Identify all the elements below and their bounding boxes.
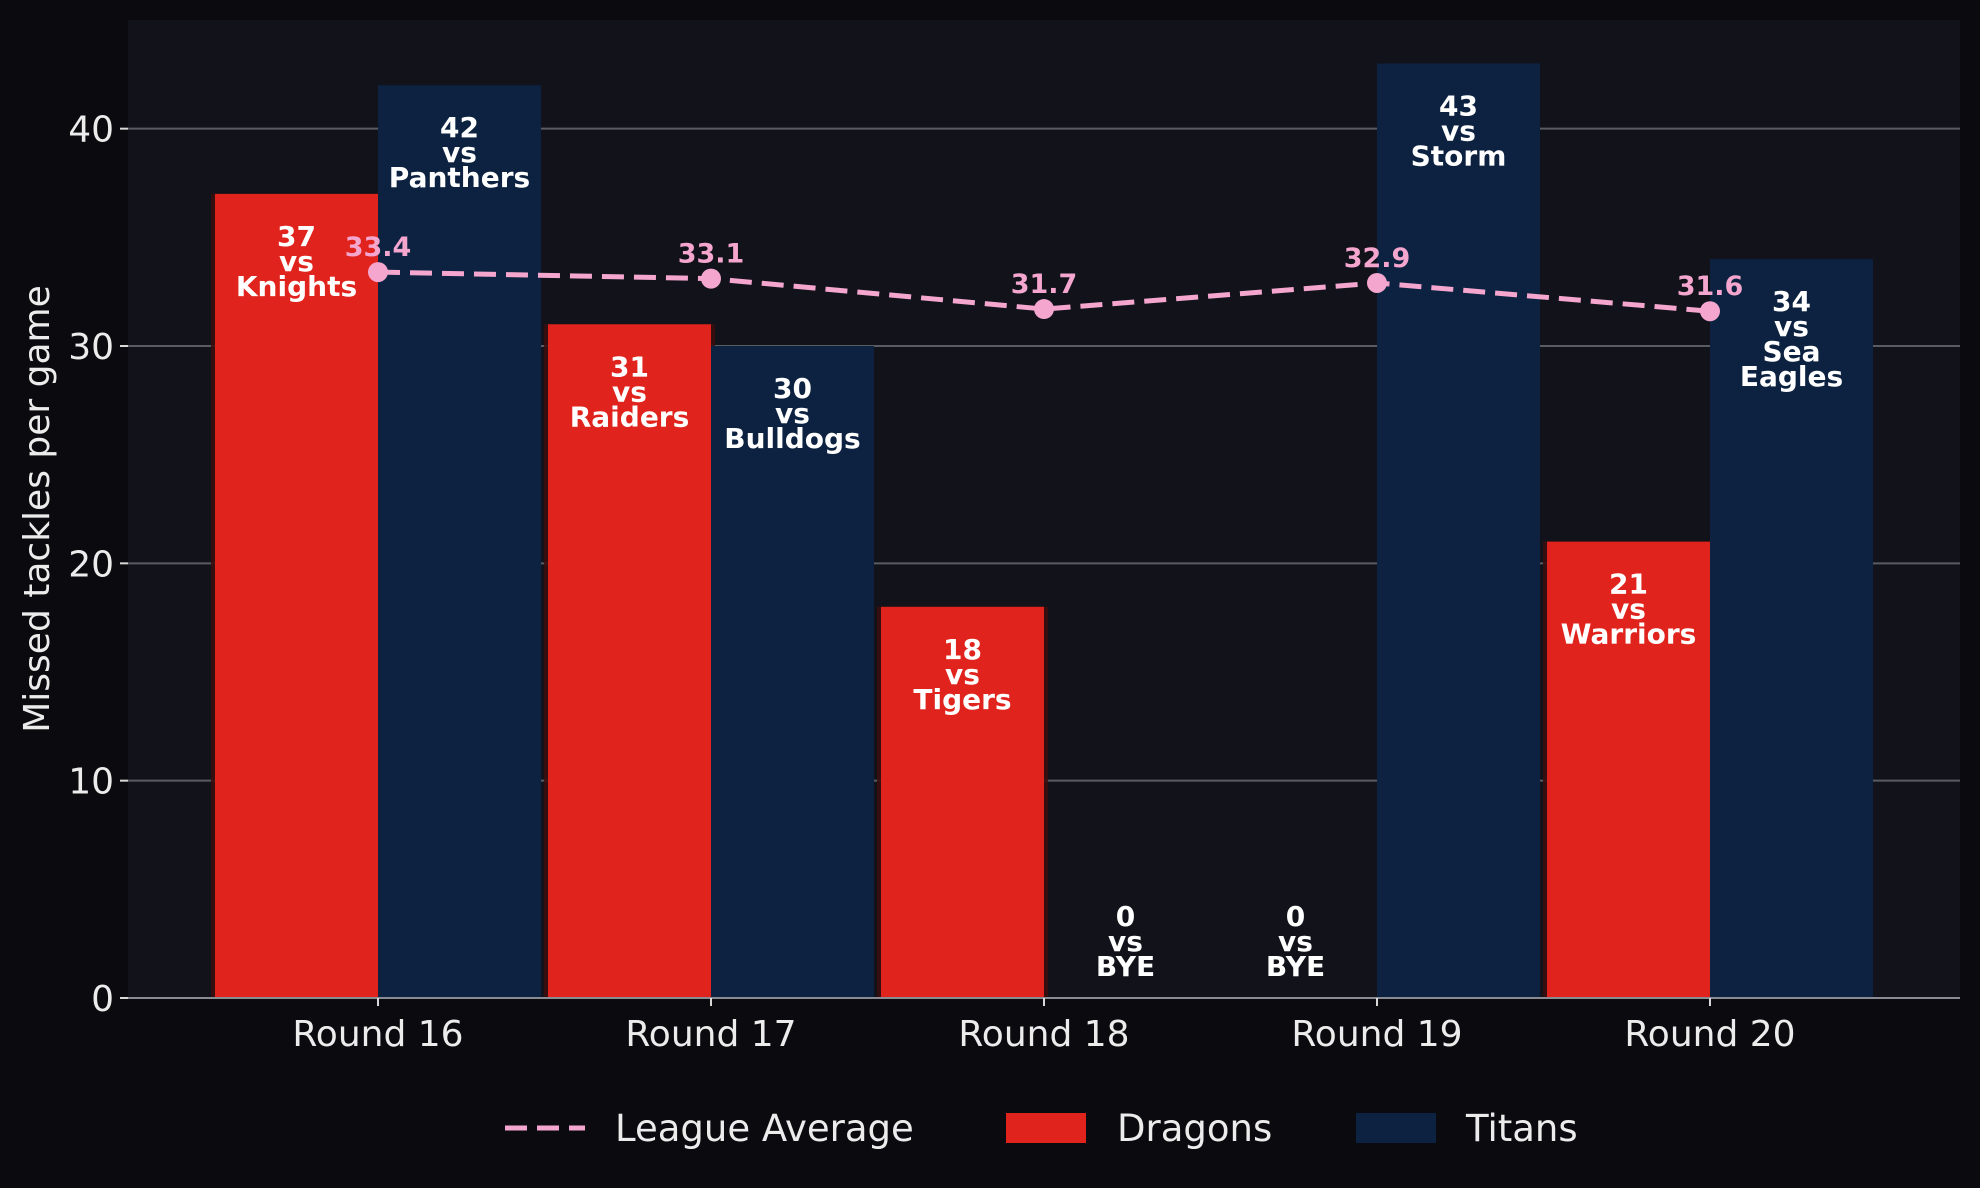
titans-bar-label: vs (1441, 114, 1476, 147)
league-average-label: 33.1 (678, 239, 745, 270)
league-average-point (701, 268, 721, 289)
dragons-bar-label: Raiders (570, 400, 690, 433)
dragons-bar-label: vs (279, 245, 314, 278)
x-tick-label: Round 16 (292, 1014, 463, 1055)
dragons-bar-label: 31 (610, 350, 649, 383)
titans-bar-label: 34 (1772, 285, 1811, 318)
titans-bar-label: vs (442, 136, 477, 169)
dragons-bar (548, 324, 711, 998)
league-average-point (1700, 301, 1720, 322)
titans-bar-label: Sea (1762, 335, 1820, 368)
dragons-bar-label: 18 (943, 633, 982, 666)
dragons-bar-label: vs (945, 658, 980, 691)
titans-bar-label: Bulldogs (724, 422, 860, 455)
x-tick-label: Round 19 (1291, 1014, 1462, 1055)
titans-bar-label: Panthers (389, 161, 530, 194)
legend: League Average Dragons Titans (505, 1107, 1578, 1150)
dragons-bar-label: vs (1278, 925, 1313, 958)
y-tick-label: 40 (68, 110, 114, 151)
league-average-label: 31.6 (1677, 271, 1744, 302)
league-average-line (368, 262, 1720, 322)
titans-bar-label: 43 (1439, 89, 1478, 122)
league-average-label: 33.4 (345, 232, 412, 263)
dragons-bar (1547, 541, 1710, 998)
dragons-bar (215, 193, 378, 998)
dragons-bar-label: vs (1611, 593, 1646, 626)
titans-bar-label: Eagles (1740, 360, 1843, 393)
y-tick-label: 0 (91, 979, 114, 1020)
y-tick-label: 10 (68, 762, 114, 803)
data-labels: 37vsKnights31vsRaiders18vsTigers0vsBYE21… (236, 89, 1843, 983)
y-tick-label: 20 (68, 544, 114, 585)
titans-bar-label: 42 (440, 111, 479, 144)
dragons-bar-label: BYE (1266, 950, 1325, 983)
y-tick-label: 30 (68, 327, 114, 368)
legend-label: League Average (615, 1107, 914, 1150)
dragons-bar-label: 0 (1286, 900, 1305, 933)
titans-bar-label: vs (1774, 310, 1809, 343)
titans-bar (1377, 63, 1540, 998)
titans-bar (711, 346, 874, 998)
dragons-bar-label: Knights (236, 270, 357, 303)
titans-bar-label: Storm (1411, 139, 1507, 172)
titans-bar (378, 85, 541, 998)
titans-bar-label: 30 (773, 372, 812, 405)
league-average-point (1367, 272, 1387, 293)
titans-bar-label: 0 (1116, 900, 1135, 933)
titans-bar-label: BYE (1096, 950, 1155, 983)
legend-dragons-swatch (1006, 1113, 1086, 1143)
legend-label: Dragons (1117, 1107, 1272, 1150)
titans-bar (1710, 259, 1873, 999)
legend-label: Titans (1465, 1107, 1578, 1150)
y-axis-title: Missed tackles per game (17, 285, 58, 733)
dragons-bar-label: Tigers (913, 683, 1011, 716)
titans-bar-label: vs (1108, 925, 1143, 958)
bars (211, 63, 1873, 999)
league-average-label: 31.7 (1011, 269, 1078, 300)
dragons-bar-label: 21 (1609, 568, 1648, 601)
legend-titans-swatch (1356, 1113, 1436, 1143)
x-tick-label: Round 20 (1624, 1014, 1795, 1055)
x-tick-label: Round 17 (625, 1014, 796, 1055)
x-tick-label: Round 18 (958, 1014, 1129, 1055)
dragons-bar-label: vs (612, 375, 647, 408)
dragons-bar-label: Warriors (1561, 618, 1697, 651)
dragons-bar-label: 37 (277, 220, 316, 253)
league-average-point (368, 262, 388, 283)
league-average-point (1034, 299, 1054, 320)
dragons-bar (881, 606, 1044, 998)
axes: 0 10 20 30 40 Round 16 Round 17 Round 18 Round 1… (17, 110, 1960, 1055)
titans-bar-label: vs (775, 397, 810, 430)
league-average-label: 32.9 (1344, 243, 1411, 274)
